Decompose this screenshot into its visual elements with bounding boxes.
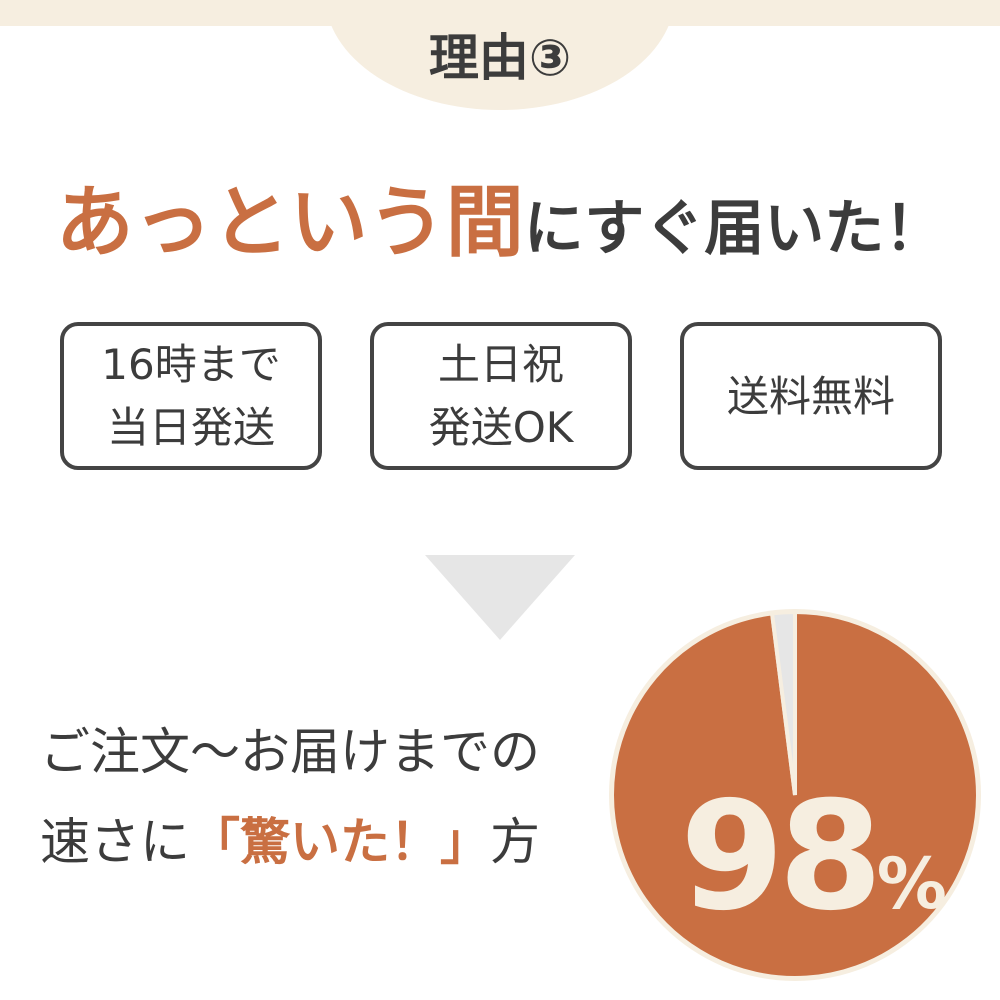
headline-rest: にすぐ届いた！ <box>523 194 945 264</box>
feature-line: 当日発送 <box>106 403 275 452</box>
feature-box-free-shipping: 送料無料 <box>680 322 942 470</box>
pie-label: 98% <box>680 770 947 944</box>
statement-text: 方 <box>490 813 540 871</box>
feature-line: 土日祝 <box>437 340 564 389</box>
pie-label-unit: % <box>876 843 947 925</box>
statement-line-1: ご注文〜お届けまでの <box>40 723 540 781</box>
section-title: 理由③ <box>428 29 572 87</box>
headline: あっという間にすぐ届いた！ <box>0 160 1000 272</box>
feature-line: 送料無料 <box>726 371 895 421</box>
statement-line-2: 速さに「驚いた！」方 <box>40 802 540 874</box>
headline-highlight: あっという間 <box>55 178 524 268</box>
statement-emphasis: 「驚いた！」 <box>190 813 490 871</box>
satisfaction-pie-chart <box>609 609 981 981</box>
pie-slice <box>769 609 797 796</box>
feature-box-same-day: 16時まで 当日発送 <box>60 322 322 470</box>
feature-box-weekend: 土日祝 発送OK <box>370 322 632 470</box>
down-arrow-icon <box>425 555 575 640</box>
pie-label-value: 98 <box>680 770 883 944</box>
feature-line: 16時まで <box>101 340 281 389</box>
feature-line: 発送OK <box>428 403 574 452</box>
statement-text: 速さに <box>40 813 190 871</box>
